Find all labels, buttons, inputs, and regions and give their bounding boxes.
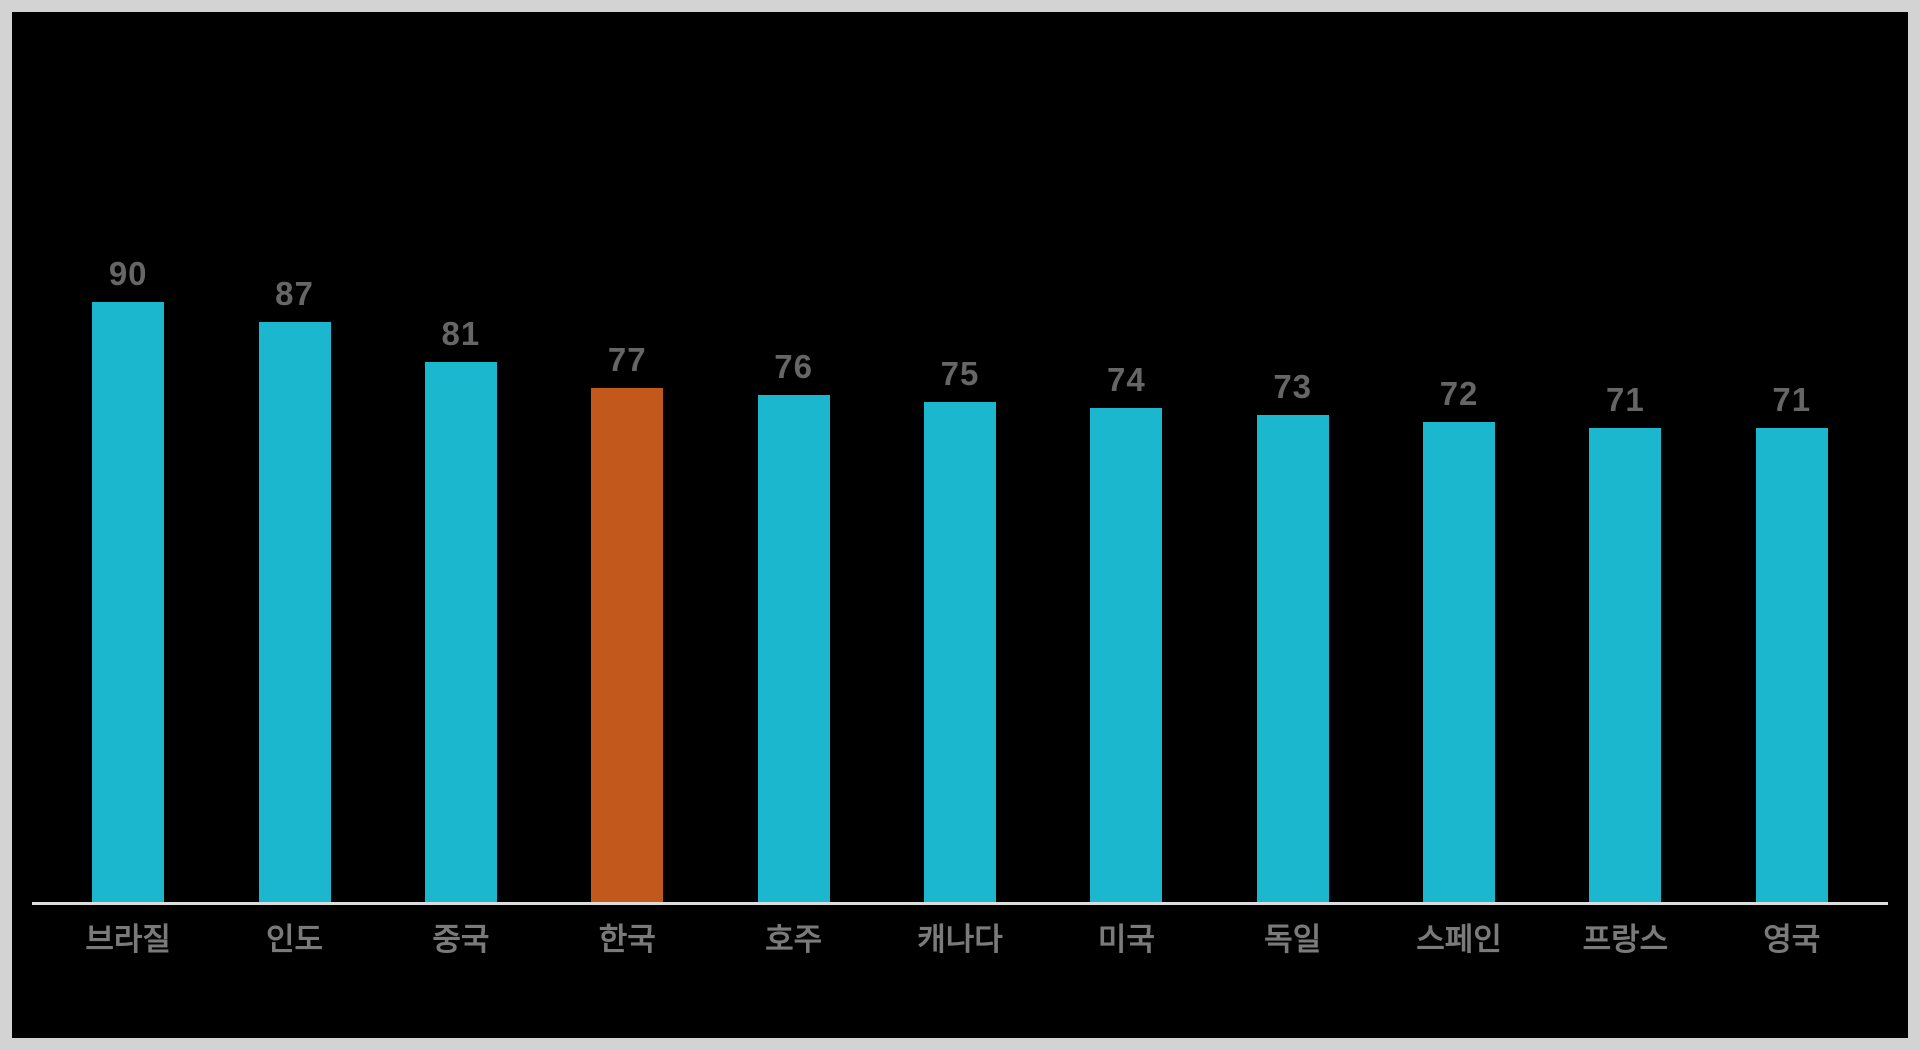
category-column: 호주 [710, 921, 876, 958]
category-label: 인도 [266, 922, 324, 957]
category-column: 인도 [211, 921, 377, 958]
category-column: 중국 [378, 921, 544, 958]
value-label: 76 [774, 348, 813, 385]
chart-panel: 90 87 81 77 76 75 74 73 72 71 71 브라질 인도 중국 한국 호주 캐나다 미국 독… [12, 12, 1908, 1038]
category-label: 한국 [598, 922, 656, 957]
value-label: 71 [1606, 381, 1645, 418]
value-label: 77 [607, 341, 647, 378]
category-column: 스페인 [1376, 921, 1542, 958]
x-axis-line [32, 902, 1888, 905]
bar [1589, 428, 1662, 902]
category-label: 중국 [432, 922, 490, 957]
category-label: 영국 [1763, 922, 1821, 957]
bar [1090, 408, 1163, 902]
value-label: 75 [940, 355, 980, 392]
category-column: 영국 [1709, 921, 1875, 958]
value-label: 71 [1772, 381, 1812, 418]
bar [92, 302, 165, 902]
value-label: 73 [1273, 368, 1313, 405]
category-label: 프랑스 [1582, 922, 1669, 957]
labels-row: 브라질 인도 중국 한국 호주 캐나다 미국 독일 스페인 프랑스 영국 [12, 905, 1908, 958]
category-label: 브라질 [85, 922, 171, 957]
category-label: 미국 [1097, 922, 1155, 957]
bar [757, 395, 830, 902]
value-label: 87 [275, 275, 314, 312]
value-label: 72 [1439, 375, 1479, 412]
bar-column: 71 [1709, 383, 1875, 902]
bar [1256, 415, 1329, 902]
value-label: 81 [441, 315, 481, 352]
category-label: 캐나다 [917, 922, 1003, 957]
category-column: 한국 [544, 921, 710, 958]
category-label: 스페인 [1416, 922, 1502, 957]
bar-column: 90 [45, 257, 211, 902]
bar-column: 81 [378, 317, 544, 902]
category-column: 캐나다 [877, 921, 1043, 958]
value-label: 74 [1106, 361, 1146, 398]
bars-row: 90 87 81 77 76 75 74 73 72 71 71 [12, 212, 1908, 902]
bar [424, 362, 497, 902]
bar [1423, 422, 1496, 902]
value-label: 90 [108, 255, 148, 292]
bar-column: 73 [1210, 370, 1376, 902]
bar [258, 322, 331, 902]
bar-column: 76 [710, 350, 876, 902]
highlighted-bar [591, 388, 664, 902]
bar-column: 72 [1376, 377, 1542, 902]
category-column: 미국 [1043, 921, 1209, 958]
category-column: 독일 [1210, 921, 1376, 958]
bar-column: 75 [877, 357, 1043, 902]
category-column: 프랑스 [1542, 921, 1708, 958]
bar-column: 74 [1043, 363, 1209, 902]
category-label: 호주 [765, 922, 823, 957]
bar [1755, 428, 1828, 902]
category-label: 독일 [1264, 922, 1322, 957]
category-column: 브라질 [45, 921, 211, 958]
bar [923, 402, 996, 902]
bar-column: 87 [211, 277, 377, 902]
bar-column: 77 [544, 343, 710, 902]
bar-column: 71 [1542, 383, 1708, 902]
